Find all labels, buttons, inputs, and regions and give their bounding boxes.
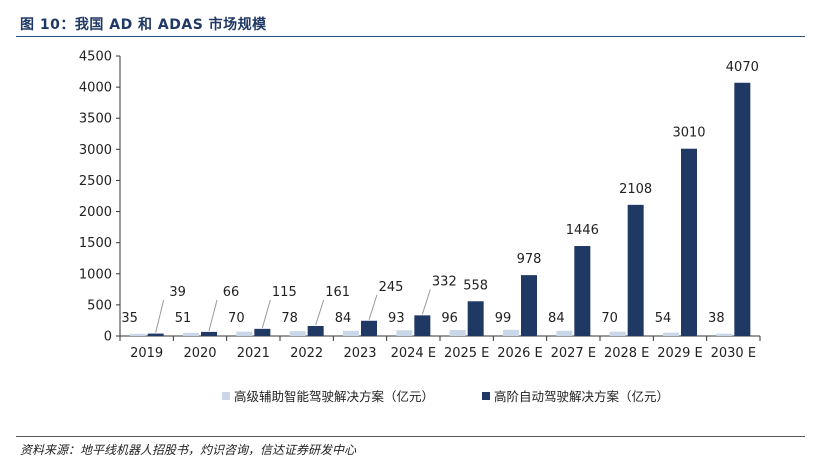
source-rule — [16, 436, 805, 437]
bar-adas — [609, 331, 626, 336]
data-label-ad: 39 — [169, 285, 186, 300]
bar-ad — [574, 246, 591, 336]
x-tick-label: 2022 — [290, 346, 323, 361]
bar-ad — [307, 325, 324, 336]
bar-ad — [627, 204, 644, 336]
bar-adas — [556, 330, 573, 336]
x-tick-label: 2028 E — [604, 346, 649, 361]
y-tick-label: 2500 — [79, 174, 112, 189]
data-label-leader — [368, 294, 378, 320]
x-tick-label: 2030 E — [711, 346, 756, 361]
bar-ad — [361, 320, 377, 336]
y-tick-label: 0 — [104, 330, 112, 345]
data-label-leader — [421, 289, 431, 315]
y-tick-label: 1000 — [79, 267, 112, 282]
legend-swatch-ad — [482, 391, 490, 400]
y-tick-label: 1500 — [79, 236, 112, 251]
bar-ad — [254, 328, 271, 336]
data-label-ad: 3010 — [672, 126, 705, 141]
bar-adas — [129, 333, 146, 336]
bar-ad — [521, 275, 537, 336]
y-tick-label: 500 — [87, 298, 112, 313]
x-tick-label: 2029 E — [657, 346, 702, 361]
figure-title: 图 10：我国 AD 和 ADAS 市场规模 — [20, 17, 267, 33]
source-note: 资料来源：地平线机器人招股书，灼识咨询，信达证券研发中心 — [20, 443, 357, 457]
data-label-adas: 70 — [601, 311, 618, 326]
legend-label-adas: 高级辅助智能驾驶解决方案（亿元） — [234, 389, 435, 404]
data-label-ad: 2108 — [619, 182, 652, 197]
x-tick-label: 2026 E — [497, 346, 542, 361]
bar-ad — [201, 331, 217, 336]
legend-swatch-adas — [222, 391, 230, 400]
data-label-ad: 1446 — [566, 223, 599, 238]
data-label-ad: 4070 — [726, 60, 759, 75]
data-label-leader — [155, 299, 165, 333]
y-tick-label: 4500 — [79, 50, 112, 65]
y-tick-label: 3500 — [79, 112, 112, 127]
data-label-adas: 93 — [388, 311, 405, 326]
bar-adas — [289, 331, 306, 336]
data-label-adas: 35 — [121, 311, 138, 326]
bar-adas — [663, 332, 679, 336]
bar-adas — [343, 330, 359, 336]
data-label-adas: 70 — [228, 311, 245, 326]
data-label-ad: 115 — [272, 285, 297, 300]
data-label-adas: 84 — [335, 311, 352, 326]
x-tick-label: 2021 — [237, 346, 270, 361]
bar-adas — [396, 330, 413, 336]
y-tick-label: 2000 — [79, 205, 112, 220]
data-label-adas: 38 — [708, 311, 725, 326]
x-tick-label: 2024 E — [391, 346, 436, 361]
y-tick-label: 3000 — [79, 143, 112, 158]
legend-item-adas: 高级辅助智能驾驶解决方案（亿元） — [222, 386, 434, 405]
y-tick-label: 4000 — [79, 81, 112, 96]
bar-adas — [503, 329, 519, 336]
data-label-ad: 978 — [517, 252, 542, 267]
x-tick-label: 2020 — [183, 346, 216, 361]
bar-ad — [147, 333, 164, 336]
x-tick-label: 2027 E — [551, 346, 596, 361]
data-label-ad: 558 — [463, 278, 488, 293]
bar-ad — [734, 82, 751, 336]
data-label-ad: 332 — [432, 274, 457, 289]
bar-adas — [449, 330, 466, 336]
data-label-adas: 51 — [175, 311, 192, 326]
bar-adas — [236, 331, 253, 336]
data-label-ad: 66 — [223, 285, 240, 300]
bar-ad — [467, 301, 484, 336]
legend-label-ad: 高阶自动驾驶解决方案（亿元） — [494, 389, 670, 404]
title-rule — [16, 36, 805, 37]
data-label-ad: 161 — [325, 285, 350, 300]
bar-adas — [716, 333, 733, 336]
data-label-adas: 78 — [281, 311, 298, 326]
data-label-adas: 84 — [548, 311, 565, 326]
data-label-adas: 99 — [495, 311, 512, 326]
x-tick-label: 2019 — [130, 346, 163, 361]
x-tick-label: 2025 E — [444, 346, 489, 361]
data-label-adas: 54 — [655, 311, 672, 326]
data-label-leader — [315, 299, 325, 326]
bar-ad — [681, 148, 697, 336]
data-label-leader — [261, 299, 271, 328]
legend-item-ad: 高阶自动驾驶解决方案（亿元） — [482, 386, 669, 405]
x-tick-label: 2023 — [343, 346, 376, 361]
bar-ad — [414, 315, 431, 336]
data-label-leader — [208, 299, 218, 332]
data-label-ad: 245 — [379, 280, 404, 295]
data-label-adas: 96 — [441, 311, 458, 326]
bar-adas — [183, 332, 199, 336]
